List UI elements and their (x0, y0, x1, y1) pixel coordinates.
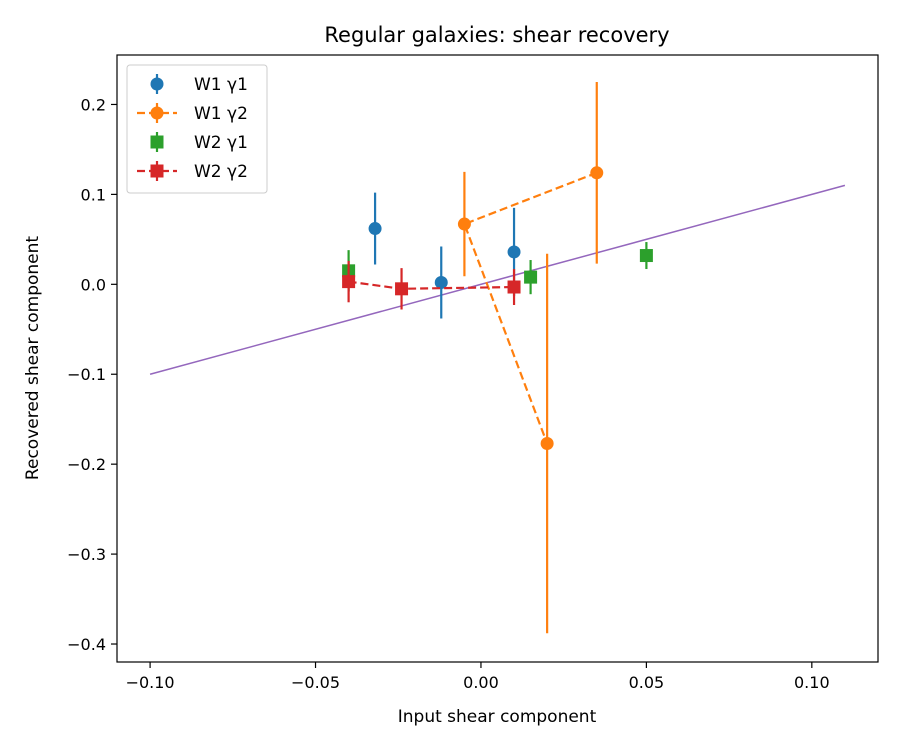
y-tick-label: −0.2 (67, 455, 106, 474)
y-tick-label: 0.0 (81, 275, 106, 294)
x-axis-label: Input shear component (398, 707, 597, 727)
legend-marker (150, 135, 164, 149)
reference-line (149, 184, 846, 375)
chart-title: Regular galaxies: shear recovery (324, 23, 669, 47)
data-point (524, 270, 538, 284)
x-tick-label: 0.00 (463, 673, 499, 692)
data-point (434, 276, 448, 290)
y-tick-label: −0.3 (67, 545, 106, 564)
legend: W1 γ1 W1 γ2 W2 γ1 W2 γ2 (126, 64, 268, 194)
legend-marker (150, 77, 164, 91)
data-point (590, 166, 604, 180)
x-tick-label: 0.10 (794, 673, 830, 692)
x-tick-label: −0.05 (291, 673, 340, 692)
data-point (507, 280, 521, 294)
legend-label: W2 γ2 (194, 162, 248, 182)
x-tick-label: −0.10 (126, 673, 175, 692)
y-tick-label: 0.2 (81, 95, 106, 114)
y-axis-label: Recovered shear component (23, 236, 43, 480)
y-tick-label: −0.4 (67, 635, 106, 654)
plot-frame (116, 54, 879, 663)
legend-entry: W2 γ2 (137, 161, 248, 182)
y-tick-label: −0.1 (67, 365, 106, 384)
plot-area: −0.10 −0.05 0.00 0.05 0.10 −0.4 −0.3 −0.2 −0.1 0.… (67, 54, 879, 692)
data-point (342, 275, 356, 289)
series-3 (342, 242, 653, 295)
data-point (540, 436, 554, 450)
legend-box (126, 64, 268, 194)
series-2 (457, 81, 604, 634)
x-tick-label: 0.05 (629, 673, 665, 692)
legend-entry: W1 γ1 (150, 74, 248, 95)
plot-content (149, 81, 846, 634)
legend-marker (150, 106, 164, 120)
legend-entry: W1 γ2 (137, 103, 248, 124)
series-4 (342, 260, 521, 310)
legend-marker (150, 164, 164, 178)
data-point (457, 217, 471, 231)
legend-entry: W2 γ1 (150, 132, 248, 153)
legend-label: W1 γ2 (194, 104, 248, 124)
data-point (368, 222, 382, 236)
data-point (507, 245, 521, 259)
legend-label: W1 γ1 (194, 75, 248, 95)
legend-label: W2 γ1 (194, 133, 248, 153)
data-point (639, 249, 653, 263)
data-point (395, 282, 409, 296)
y-tick-label: 0.1 (81, 185, 106, 204)
